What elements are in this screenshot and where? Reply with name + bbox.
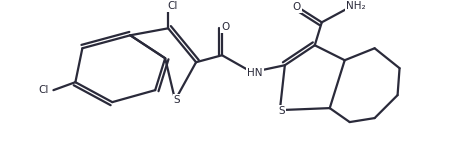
Text: O: O	[221, 22, 229, 32]
Text: NH₂: NH₂	[346, 1, 365, 11]
Text: Cl: Cl	[167, 1, 178, 11]
Text: Cl: Cl	[38, 85, 49, 95]
Text: HN: HN	[247, 68, 263, 78]
Text: S: S	[174, 95, 180, 105]
Text: S: S	[279, 106, 285, 116]
Text: O: O	[293, 2, 301, 12]
